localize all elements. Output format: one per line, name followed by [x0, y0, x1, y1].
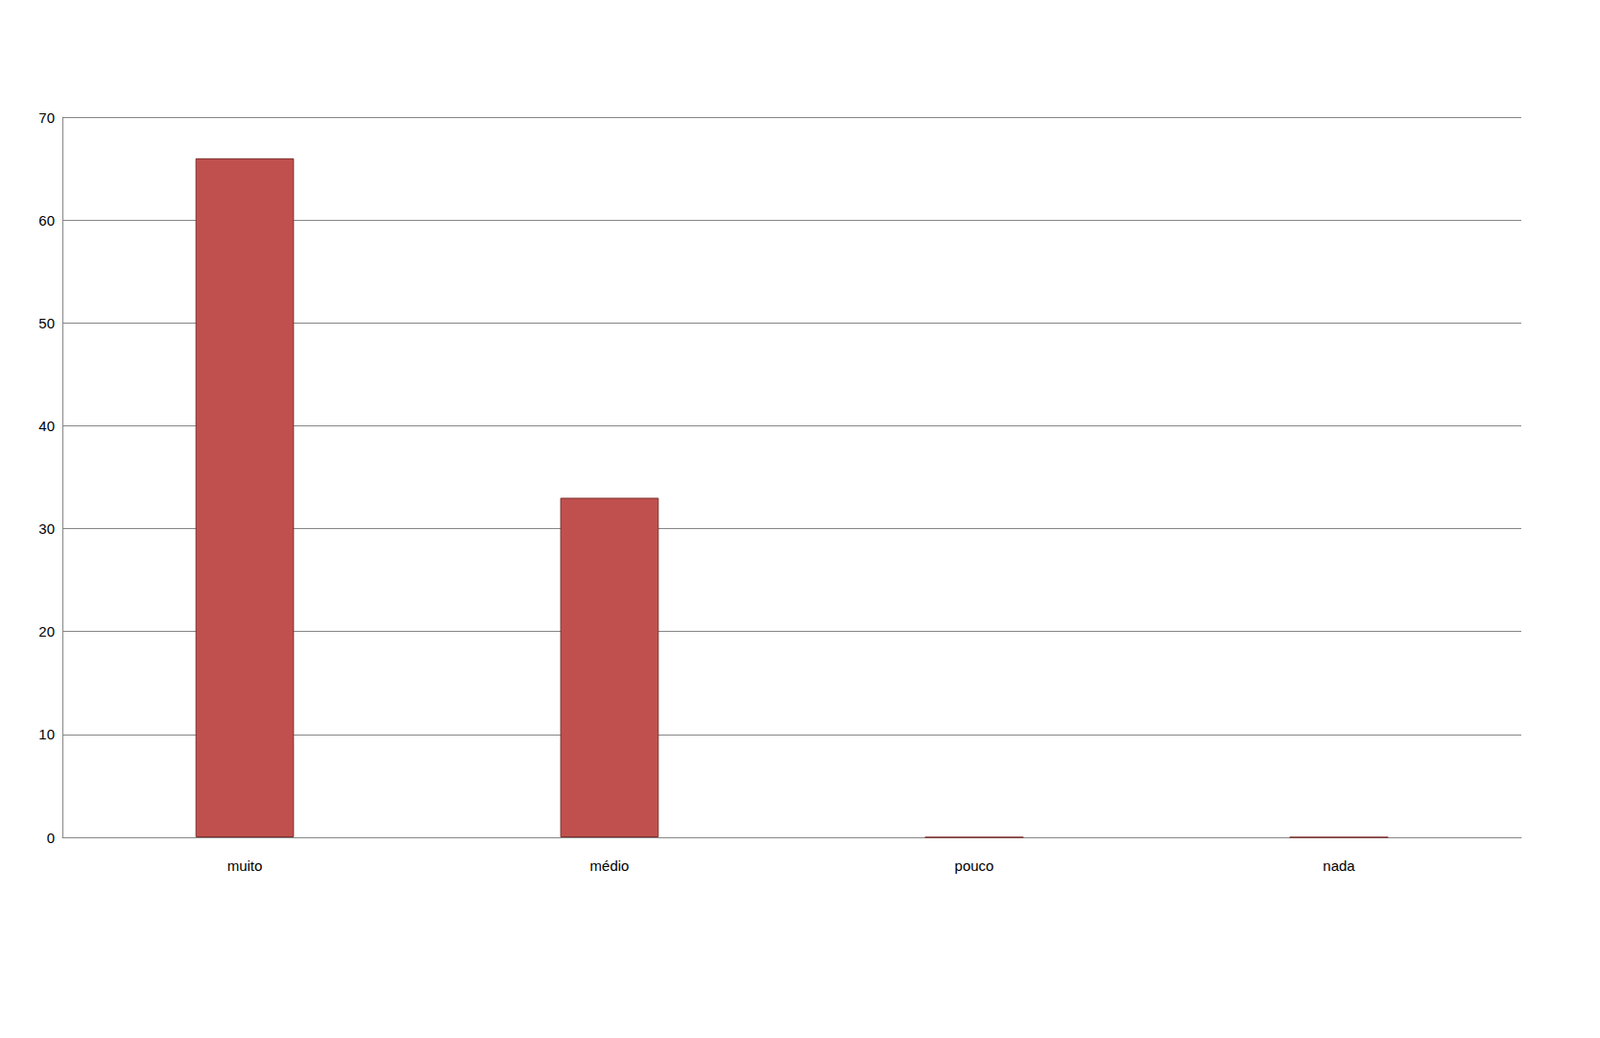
svg-text:50: 50 — [38, 314, 55, 332]
svg-text:pouco: pouco — [955, 857, 995, 874]
svg-text:0: 0 — [47, 829, 55, 846]
svg-text:60: 60 — [38, 212, 55, 229]
svg-text:70: 70 — [38, 109, 55, 126]
svg-text:40: 40 — [38, 417, 55, 434]
svg-text:muito: muito — [227, 857, 263, 874]
svg-text:nada: nada — [1322, 857, 1356, 874]
svg-text:20: 20 — [38, 622, 55, 640]
svg-text:10: 10 — [38, 725, 55, 742]
svg-text:médio: médio — [590, 857, 630, 874]
svg-text:30: 30 — [38, 520, 55, 537]
